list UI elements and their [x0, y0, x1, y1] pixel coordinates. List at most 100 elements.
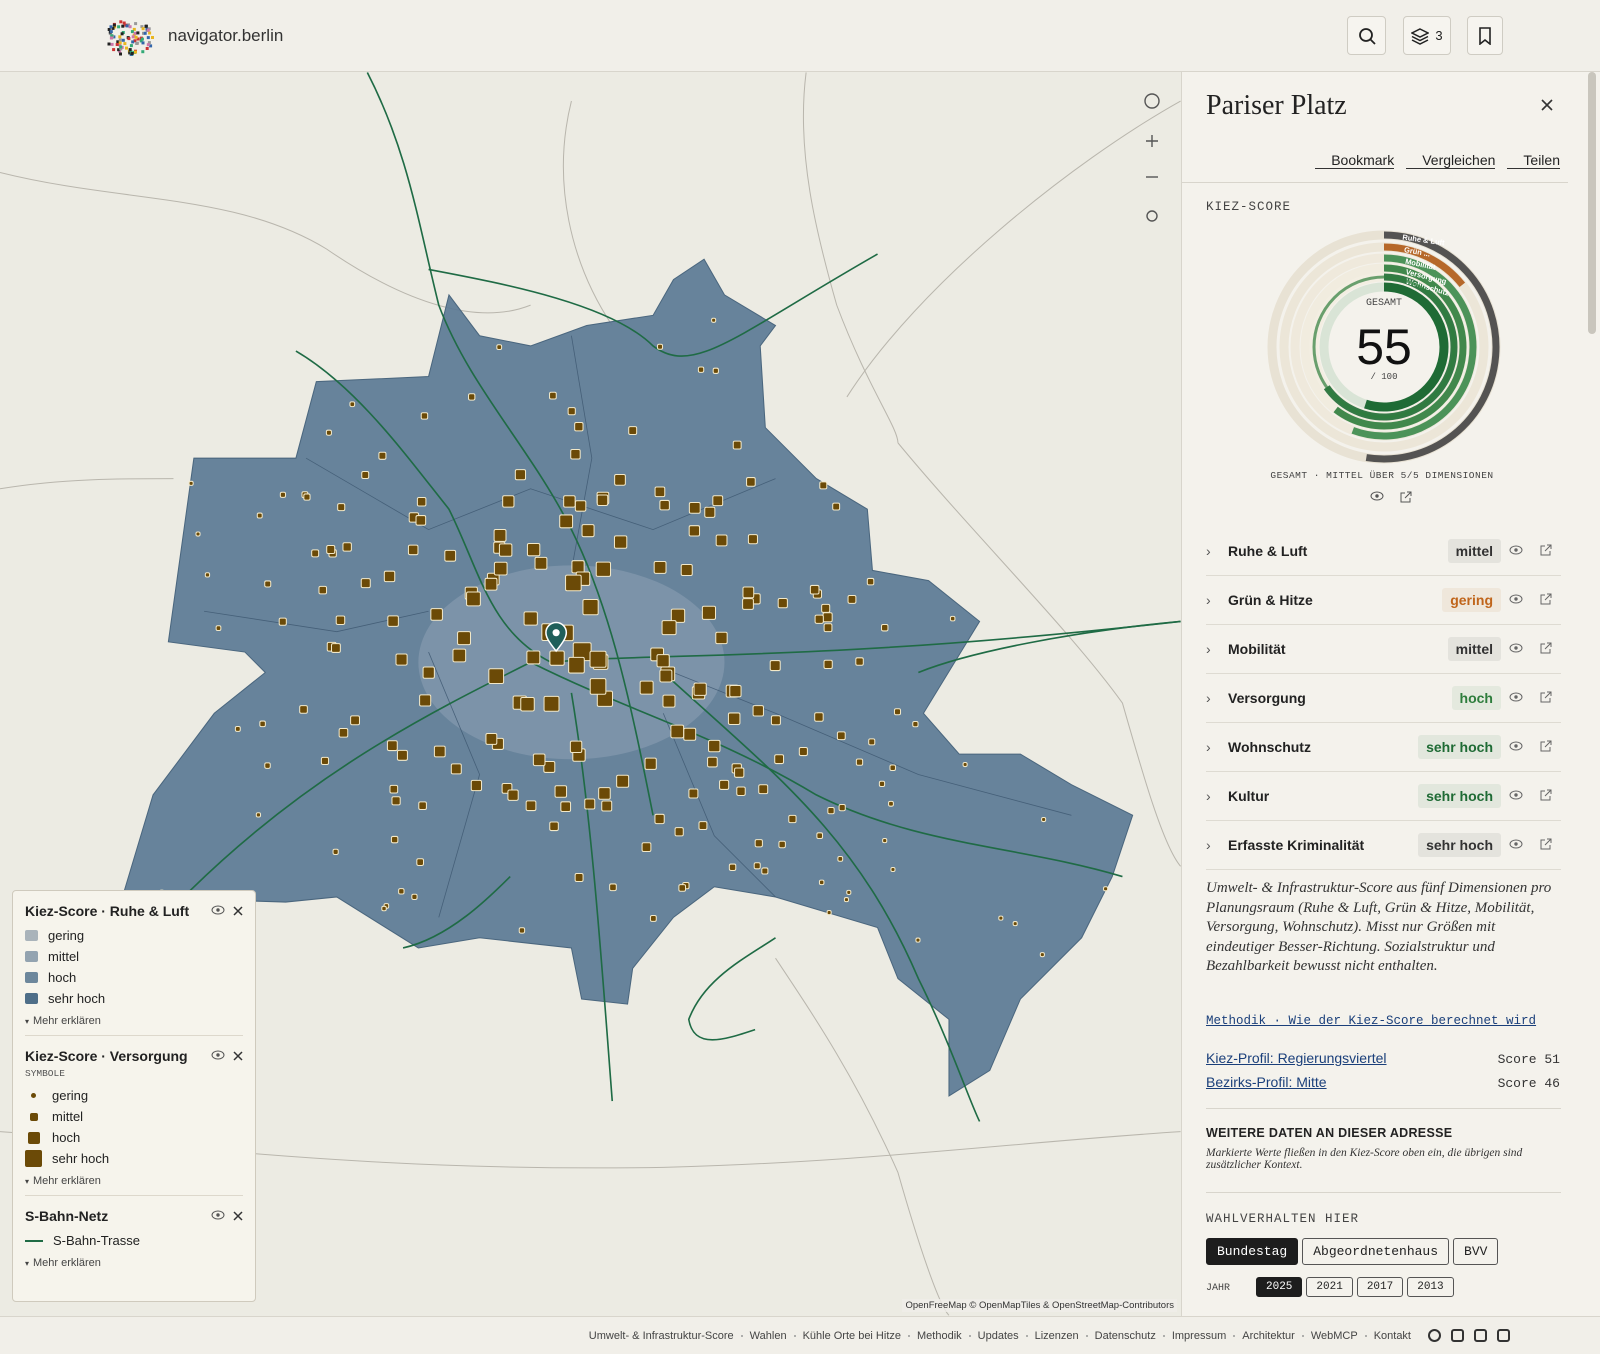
open-link[interactable]	[1531, 838, 1561, 853]
eye-toggle[interactable]	[1501, 593, 1531, 607]
map-symbol[interactable]	[601, 800, 613, 812]
map-symbol[interactable]	[589, 650, 607, 668]
map-symbol[interactable]	[704, 506, 716, 518]
map-symbol[interactable]	[708, 739, 721, 753]
map-symbol[interactable]	[1039, 952, 1045, 958]
map-symbol[interactable]	[752, 705, 764, 717]
map-symbol[interactable]	[949, 615, 956, 622]
eye-toggle[interactable]	[1501, 642, 1531, 656]
map-symbol[interactable]	[418, 801, 427, 811]
legend-close[interactable]	[233, 1048, 243, 1064]
year-pill[interactable]: 2021	[1306, 1277, 1353, 1297]
map-symbol[interactable]	[389, 784, 399, 794]
map-symbol[interactable]	[847, 594, 857, 604]
map-symbol[interactable]	[712, 367, 719, 374]
map-symbol[interactable]	[742, 586, 755, 599]
map-symbol[interactable]	[430, 608, 443, 621]
map-symbol[interactable]	[732, 440, 742, 450]
map-symbol[interactable]	[736, 786, 746, 796]
map-symbol[interactable]	[1041, 816, 1047, 823]
scrollbar[interactable]	[1568, 72, 1600, 1316]
map-symbol[interactable]	[915, 937, 921, 943]
map-symbol[interactable]	[407, 544, 419, 556]
social-icon[interactable]	[1497, 1329, 1510, 1342]
action-link[interactable]: Bookmark	[1315, 152, 1395, 169]
map-symbol[interactable]	[381, 905, 387, 912]
map-symbol[interactable]	[697, 366, 705, 373]
legend-more[interactable]: ▾ Mehr erklären	[25, 1175, 243, 1187]
map-symbol[interactable]	[754, 839, 763, 848]
map-symbol[interactable]	[565, 574, 582, 592]
map-symbol[interactable]	[496, 344, 503, 351]
map-symbol[interactable]	[609, 883, 617, 892]
map-symbol[interactable]	[526, 542, 541, 557]
close-button[interactable]	[1541, 99, 1553, 111]
map-symbol[interactable]	[259, 720, 266, 728]
map-symbol[interactable]	[378, 451, 387, 460]
legend-close[interactable]	[233, 1208, 243, 1224]
location-pin[interactable]	[545, 621, 568, 653]
map-symbol[interactable]	[450, 763, 462, 775]
map-symbol[interactable]	[560, 801, 572, 813]
map-symbol[interactable]	[568, 656, 585, 674]
map-symbol[interactable]	[882, 838, 888, 844]
footer-link[interactable]: Methodik	[917, 1329, 962, 1342]
map-symbol[interactable]	[837, 856, 844, 862]
map-symbol[interactable]	[493, 528, 507, 542]
map-symbol[interactable]	[444, 549, 457, 562]
map-symbol[interactable]	[693, 682, 707, 696]
map-symbol[interactable]	[514, 469, 527, 481]
map-symbol[interactable]	[299, 705, 308, 714]
scroll-thumb[interactable]	[1588, 72, 1596, 334]
map-symbol[interactable]	[889, 764, 896, 772]
map-symbol[interactable]	[532, 753, 546, 767]
map-symbol[interactable]	[769, 660, 781, 672]
map-symbol[interactable]	[598, 787, 611, 800]
map-symbol[interactable]	[998, 915, 1004, 921]
map-symbol[interactable]	[777, 598, 788, 609]
map-symbol[interactable]	[855, 657, 864, 666]
map-symbol[interactable]	[770, 715, 781, 726]
map-controls[interactable]	[1144, 93, 1160, 222]
map-symbol[interactable]	[758, 784, 769, 795]
map-symbol[interactable]	[614, 473, 626, 486]
map-symbol[interactable]	[674, 827, 684, 837]
footer-link[interactable]: Kontakt	[1373, 1329, 1411, 1342]
action-link[interactable]: Teilen	[1507, 152, 1560, 169]
map-symbol[interactable]	[774, 754, 785, 765]
map-symbol[interactable]	[457, 631, 472, 646]
compass[interactable]	[1144, 93, 1160, 109]
map-symbol[interactable]	[383, 570, 396, 583]
map-symbol[interactable]	[559, 514, 574, 529]
map-symbol[interactable]	[855, 758, 864, 766]
map-symbol[interactable]	[698, 821, 708, 830]
action-link[interactable]: Vergleichen	[1406, 152, 1496, 169]
map-symbol[interactable]	[422, 666, 435, 679]
profile-link[interactable]: Kiez-Profil: Regierungsviertel	[1206, 1050, 1387, 1066]
map-symbol[interactable]	[433, 745, 446, 758]
map-symbol[interactable]	[878, 780, 886, 788]
map-symbol[interactable]	[390, 835, 399, 844]
map-symbol[interactable]	[912, 720, 919, 728]
map-symbol[interactable]	[890, 866, 896, 873]
map-symbol[interactable]	[320, 756, 330, 766]
map-symbol[interactable]	[264, 580, 272, 588]
map-symbol[interactable]	[534, 556, 548, 570]
map-symbol[interactable]	[582, 598, 599, 616]
map-symbol[interactable]	[822, 612, 833, 623]
map-symbol[interactable]	[342, 542, 352, 552]
map-symbol[interactable]	[788, 814, 797, 824]
map-symbol[interactable]	[712, 495, 724, 507]
open-link[interactable]	[1531, 789, 1561, 804]
map-symbol[interactable]	[659, 669, 673, 683]
map-symbol[interactable]	[868, 738, 876, 746]
map-symbol[interactable]	[826, 910, 832, 916]
map-symbol[interactable]	[742, 598, 754, 610]
open-link[interactable]	[1531, 544, 1561, 559]
map-symbol[interactable]	[1103, 886, 1109, 892]
eye-toggle[interactable]	[1501, 691, 1531, 705]
legend-more[interactable]: ▾ Mehr erklären	[25, 1015, 243, 1027]
map-symbol[interactable]	[846, 889, 852, 895]
map-symbol[interactable]	[525, 800, 537, 812]
map-symbol[interactable]	[574, 422, 584, 432]
